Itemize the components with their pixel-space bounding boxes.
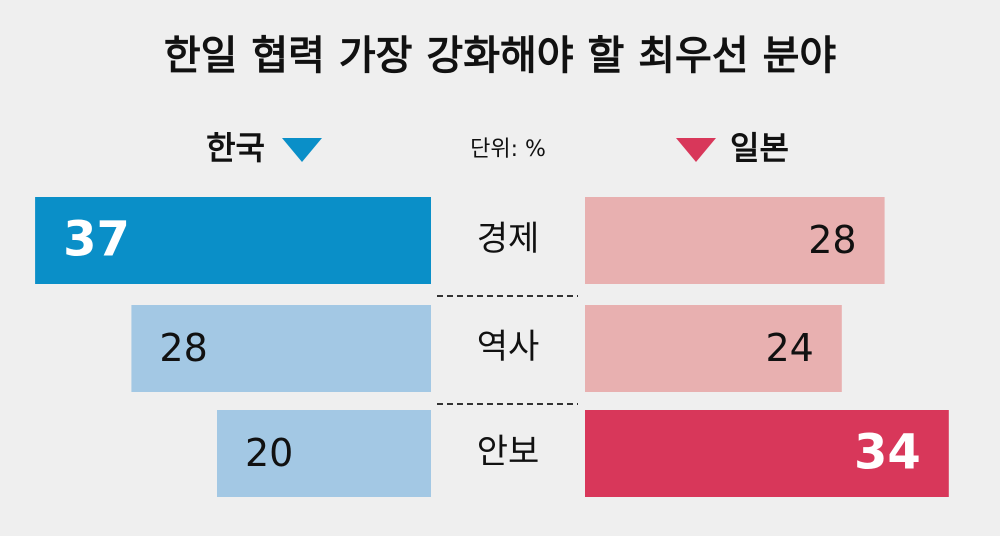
legend-marker <box>676 138 716 162</box>
bar <box>217 410 431 497</box>
legend-label: 한국 <box>206 129 265 167</box>
category-label: 경제 <box>477 219 540 259</box>
value-label: 24 <box>765 326 813 370</box>
bar <box>585 197 885 284</box>
category-label: 역사 <box>477 327 540 367</box>
value-label: 34 <box>854 425 921 481</box>
chart-title: 한일 협력 가장 강화해야 할 최우선 분야 <box>164 33 837 79</box>
value-label: 37 <box>63 212 130 268</box>
bar <box>131 305 431 392</box>
value-label: 20 <box>245 431 293 475</box>
bar <box>585 410 949 497</box>
bar <box>35 197 431 284</box>
category-label: 안보 <box>477 432 540 472</box>
value-label: 28 <box>808 218 856 262</box>
legend-label: 일본 <box>730 129 789 167</box>
legend-marker <box>282 138 322 162</box>
value-label: 28 <box>159 326 207 370</box>
bar <box>585 305 842 392</box>
unit-label: 단위: % <box>470 137 546 162</box>
